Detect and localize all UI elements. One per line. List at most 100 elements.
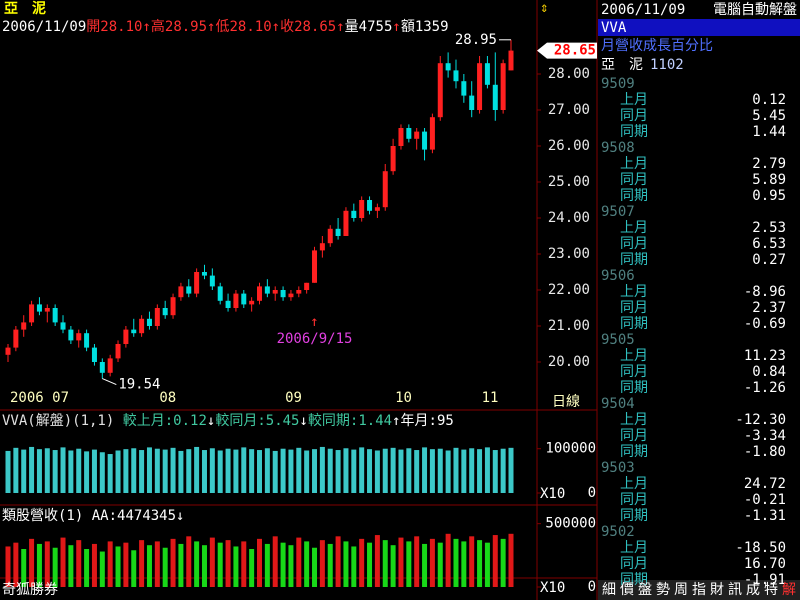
resize-icon[interactable]: ⇕: [540, 0, 548, 16]
stat-value: 5.45: [266, 413, 300, 429]
month-label: 9502: [601, 524, 635, 540]
month-label: 9506: [601, 268, 635, 284]
indicator-header: VVA(解盤)(1,1) 較上月:0.12↓較同月:5.45↓較同期:1.44↑…: [2, 413, 454, 429]
candle-body: [312, 250, 318, 283]
indicator-title: VVA(解盤)(1,1): [2, 413, 114, 429]
quote-arrow: ↑: [142, 19, 150, 35]
bar: [335, 450, 341, 493]
candle-body: [264, 286, 270, 294]
bar: [162, 449, 168, 493]
candle-body: [461, 81, 467, 96]
quote-label: 量: [345, 19, 359, 35]
tab[interactable]: 財: [710, 582, 724, 598]
quote-value: 4755: [359, 19, 393, 35]
bar: [225, 540, 231, 587]
side-title: 電腦自動解盤: [713, 2, 797, 18]
bar: [422, 447, 428, 493]
bar: [406, 448, 412, 493]
y-tick-label: 23.00: [548, 246, 590, 262]
row-label: 同期: [620, 380, 648, 396]
tab[interactable]: 盤: [638, 582, 652, 598]
candle-body: [398, 128, 404, 146]
candle-body: [21, 322, 27, 330]
stat-label: 年月:: [401, 413, 437, 429]
month-label: 9508: [601, 140, 635, 156]
bar: [327, 448, 333, 493]
side-code: 1102: [650, 57, 684, 73]
candle-body: [84, 333, 90, 348]
row-value: 0.95: [752, 188, 786, 204]
candle-body: [162, 308, 168, 316]
row-label: 同月: [620, 300, 648, 316]
row-label: 同月: [620, 236, 648, 252]
tab[interactable]: 成: [746, 582, 760, 598]
quote-arrow: ↑: [272, 19, 280, 35]
row-value: 2.53: [752, 220, 786, 236]
tab[interactable]: 細: [602, 582, 616, 598]
candle-body: [390, 146, 396, 172]
quote-arrow: ↑: [336, 19, 344, 35]
tab[interactable]: 指: [692, 582, 706, 598]
row-label: 同月: [620, 492, 648, 508]
candle-body: [241, 293, 247, 305]
bar: [36, 449, 42, 493]
tab[interactable]: 周: [674, 582, 688, 598]
month-label: 9505: [601, 332, 635, 348]
x-tick-label: 09: [285, 390, 302, 406]
bar: [508, 533, 514, 587]
candle-body: [359, 200, 365, 218]
candle-body: [29, 304, 35, 323]
bar: [492, 535, 498, 587]
x-tick-label: 08: [159, 390, 176, 406]
quote-date: 2006/11/09: [2, 19, 86, 35]
candle-body: [453, 70, 459, 82]
bar: [477, 540, 483, 587]
row-label: 上月: [620, 348, 648, 364]
row-value: 11.23: [744, 348, 786, 364]
bar: [13, 447, 19, 493]
quote-label: 收: [280, 19, 294, 35]
row-value: -8.96: [744, 284, 786, 300]
bar: [52, 547, 58, 587]
row-value: -0.69: [744, 316, 786, 332]
candle-body: [296, 290, 302, 294]
y-tick-label: 25.00: [548, 174, 590, 190]
bar: [319, 446, 325, 493]
bar: [359, 447, 365, 493]
row-value: 2.79: [752, 156, 786, 172]
row-label: 同期: [620, 188, 648, 204]
tab[interactable]: 特: [764, 582, 778, 598]
stat-arrow: ↓: [207, 413, 215, 429]
quote-value: 28.95: [165, 19, 207, 35]
tab[interactable]: 價: [620, 581, 634, 598]
bar: [201, 545, 207, 587]
month-label: 9504: [601, 396, 635, 412]
bar: [312, 547, 318, 587]
y-tick-label: 0: [588, 579, 596, 595]
stat-value: 95: [437, 413, 454, 429]
candle-body: [374, 207, 380, 211]
bar: [343, 448, 349, 493]
x-tick-label: 2006 07: [10, 390, 69, 406]
bar: [233, 546, 239, 587]
bar: [500, 538, 506, 587]
bar: [257, 538, 262, 587]
bar: [453, 538, 459, 587]
bar: [146, 447, 152, 493]
bar: [288, 449, 294, 493]
price-tag: [537, 42, 597, 59]
bar: [304, 541, 310, 587]
row-value: -18.50: [735, 540, 786, 556]
month-label: 9509: [601, 76, 635, 92]
tab[interactable]: 勢: [656, 582, 670, 598]
tab[interactable]: 訊: [728, 582, 742, 598]
bar: [5, 546, 11, 587]
period-label: 日線: [552, 394, 580, 410]
tab[interactable]: 解: [782, 582, 796, 598]
bar: [91, 449, 97, 493]
bar: [469, 536, 475, 587]
bar: [217, 542, 223, 587]
candle-body: [44, 308, 50, 312]
